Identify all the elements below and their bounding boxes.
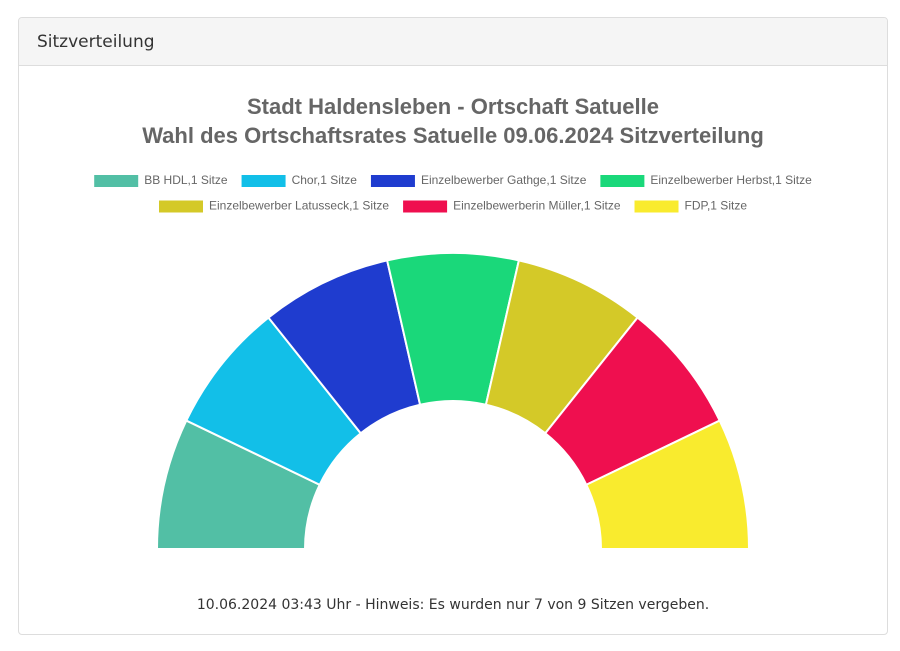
panel: Sitzverteilung — [18, 17, 888, 635]
legend-item: Einzelbewerber Gathge,1 Sitze — [370, 173, 587, 187]
legend-swatch — [600, 175, 645, 187]
legend-label: FDP,1 Sitze — [685, 199, 748, 213]
segment — [585, 419, 751, 550]
footnote: 10.06.2024 03:43 Uhr - Hinweis: Es wurde… — [197, 597, 709, 613]
legend-item: BB HDL,1 Sitze — [94, 173, 228, 187]
chart-title: Stadt Haldensleben - Ortschaft Satuelle — [247, 94, 659, 119]
legend-label: Einzelbewerberin Müller,1 Sitze — [453, 199, 621, 213]
legend-swatch — [403, 200, 448, 213]
legend-item: FDP,1 Sitze — [634, 199, 748, 213]
legend-label: Einzelbewerber Latusseck,1 Sitze — [209, 199, 389, 213]
legend-swatch — [370, 175, 415, 187]
legend-swatch — [159, 200, 203, 213]
legend-swatch — [241, 175, 286, 187]
legend-label: Einzelbewerber Herbst,1 Sitze — [650, 173, 812, 187]
legend-item: Einzelbewerber Latusseck,1 Sitze — [159, 199, 389, 213]
legend-swatch — [634, 200, 679, 213]
legend-item: Einzelbewerber Herbst,1 Sitze — [600, 173, 812, 187]
legend-swatch — [94, 175, 139, 187]
legend-item: Einzelbewerberin Müller,1 Sitze — [403, 199, 621, 213]
legend-label: Chor,1 Sitze — [292, 173, 358, 187]
panel-title: Sitzverteilung — [19, 18, 887, 66]
chart-title: Wahl des Ortschaftsrates Satuelle 09.06.… — [142, 123, 764, 148]
legend-label: Einzelbewerber Gathge,1 Sitze — [421, 173, 587, 187]
legend-label: BB HDL,1 Sitze — [144, 173, 228, 187]
legend-item: Chor,1 Sitze — [241, 173, 358, 187]
